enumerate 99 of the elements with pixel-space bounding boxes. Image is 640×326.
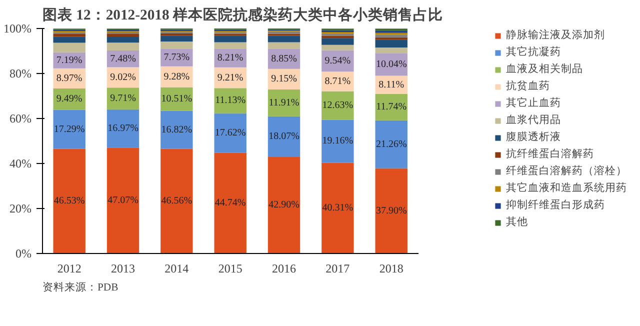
data-label: 8.85% <box>271 53 297 64</box>
bar <box>375 40 408 48</box>
bar <box>375 48 408 54</box>
data-label: 7.19% <box>56 54 82 66</box>
data-label: 9.54% <box>324 55 351 66</box>
data-label: 8.21% <box>217 52 244 64</box>
data-label: 21.26% <box>376 138 407 150</box>
data-label: 16.82% <box>161 124 192 136</box>
bar <box>53 36 86 43</box>
x-tick-label: 2015 <box>218 262 242 276</box>
bar <box>106 109 140 148</box>
legend-label: 血液及相关制品 <box>506 62 583 76</box>
data-label: 9.71% <box>110 92 136 104</box>
y-tick-label: 20% <box>10 202 32 216</box>
bar <box>214 88 246 114</box>
data-label: 10.04% <box>376 58 407 70</box>
bar <box>375 120 408 168</box>
bar <box>160 33 193 36</box>
data-label: 8.71% <box>324 76 351 87</box>
legend-label: 纤维蛋白溶解药（溶栓） <box>506 164 627 178</box>
bar <box>214 113 246 153</box>
bar <box>214 42 246 49</box>
bar <box>53 148 86 254</box>
data-label: 17.29% <box>54 124 85 135</box>
data-label: 11.13% <box>215 95 246 106</box>
data-label: 10.51% <box>161 94 192 105</box>
text: 资料来源：PDB <box>42 280 118 294</box>
bar <box>268 36 300 42</box>
bar <box>106 36 140 43</box>
legend-label: 其它抗凝药 <box>506 45 561 59</box>
x-tick-label: 2016 <box>272 262 296 276</box>
bar <box>268 116 300 157</box>
data-label: 7.48% <box>110 53 136 64</box>
data-label: 18.07% <box>268 131 300 142</box>
legend-label: 血浆代用品 <box>506 114 561 127</box>
data-label: 40.31% <box>322 202 354 214</box>
bar <box>160 36 193 42</box>
data-label: 9.28% <box>164 71 190 82</box>
bar <box>160 87 193 111</box>
data-label: 9.49% <box>56 94 82 105</box>
bar <box>214 36 246 42</box>
bar <box>322 36 354 38</box>
bar <box>53 34 86 37</box>
legend-label: 其他 <box>506 215 528 229</box>
data-label: 46.53% <box>54 196 85 207</box>
bar <box>375 34 408 38</box>
data-label: 9.02% <box>110 72 136 83</box>
bar <box>322 72 354 92</box>
data-label: 37.90% <box>376 205 407 216</box>
y-tick-label: 40% <box>10 156 32 170</box>
chart-title: 图表 12：2012-2018 样本医院抗感染药大类中各小类销售占比 <box>42 6 443 24</box>
data-label: 46.56% <box>161 196 192 207</box>
legend-label: 其它血液和造血系统用药 <box>506 181 627 195</box>
data-label: 9.21% <box>217 72 244 84</box>
y-tick-label: 60% <box>10 112 32 126</box>
data-label: 9.15% <box>271 74 297 85</box>
bar <box>322 162 354 254</box>
bar <box>106 148 140 254</box>
bar <box>268 90 300 116</box>
data-label: 12.63% <box>322 100 354 111</box>
bar <box>214 152 246 254</box>
bar <box>322 120 354 163</box>
data-label: 8.97% <box>56 72 82 84</box>
y-tick-label: 80% <box>10 66 32 80</box>
x-tick-label: 2018 <box>379 262 404 276</box>
legend-label: 抗贫血药 <box>506 79 550 93</box>
bar <box>268 42 300 50</box>
bar <box>160 148 193 254</box>
bar <box>268 156 300 254</box>
bar <box>160 110 193 149</box>
x-tick-label: 2014 <box>164 262 189 276</box>
legend-label: 静脉输注液及添加剂 <box>506 28 605 42</box>
legend-label: 其它止血药 <box>506 96 561 110</box>
data-label: 44.74% <box>214 198 246 209</box>
data-label: 42.90% <box>268 200 300 211</box>
bar <box>53 110 86 149</box>
data-label: 19.16% <box>322 136 354 147</box>
legend-label: 抗纤维蛋白溶解药 <box>506 147 594 161</box>
data-label: 11.91% <box>268 97 300 108</box>
y-tick-label: 0% <box>16 246 32 260</box>
x-tick-label: 2013 <box>111 262 136 276</box>
bar <box>160 42 193 49</box>
data-label: 47.07% <box>108 195 138 206</box>
data-label: 16.97% <box>108 123 138 134</box>
data-label: 11.74% <box>376 102 407 113</box>
bar <box>106 34 140 37</box>
bar <box>106 42 140 50</box>
data-label: 8.11% <box>378 79 404 90</box>
x-tick-label: 2017 <box>326 262 350 276</box>
bar <box>375 168 408 254</box>
y-tick-label: 100% <box>4 22 32 36</box>
bar <box>322 44 354 50</box>
legend-label: 抑制纤维蛋白形成药 <box>506 198 605 212</box>
legend-label: 腹膜透析液 <box>506 130 561 144</box>
x-tick-label: 2012 <box>57 262 82 276</box>
bar <box>53 42 86 52</box>
data-label: 7.73% <box>164 52 190 64</box>
data-label: 17.62% <box>214 128 246 139</box>
bar <box>322 38 354 45</box>
